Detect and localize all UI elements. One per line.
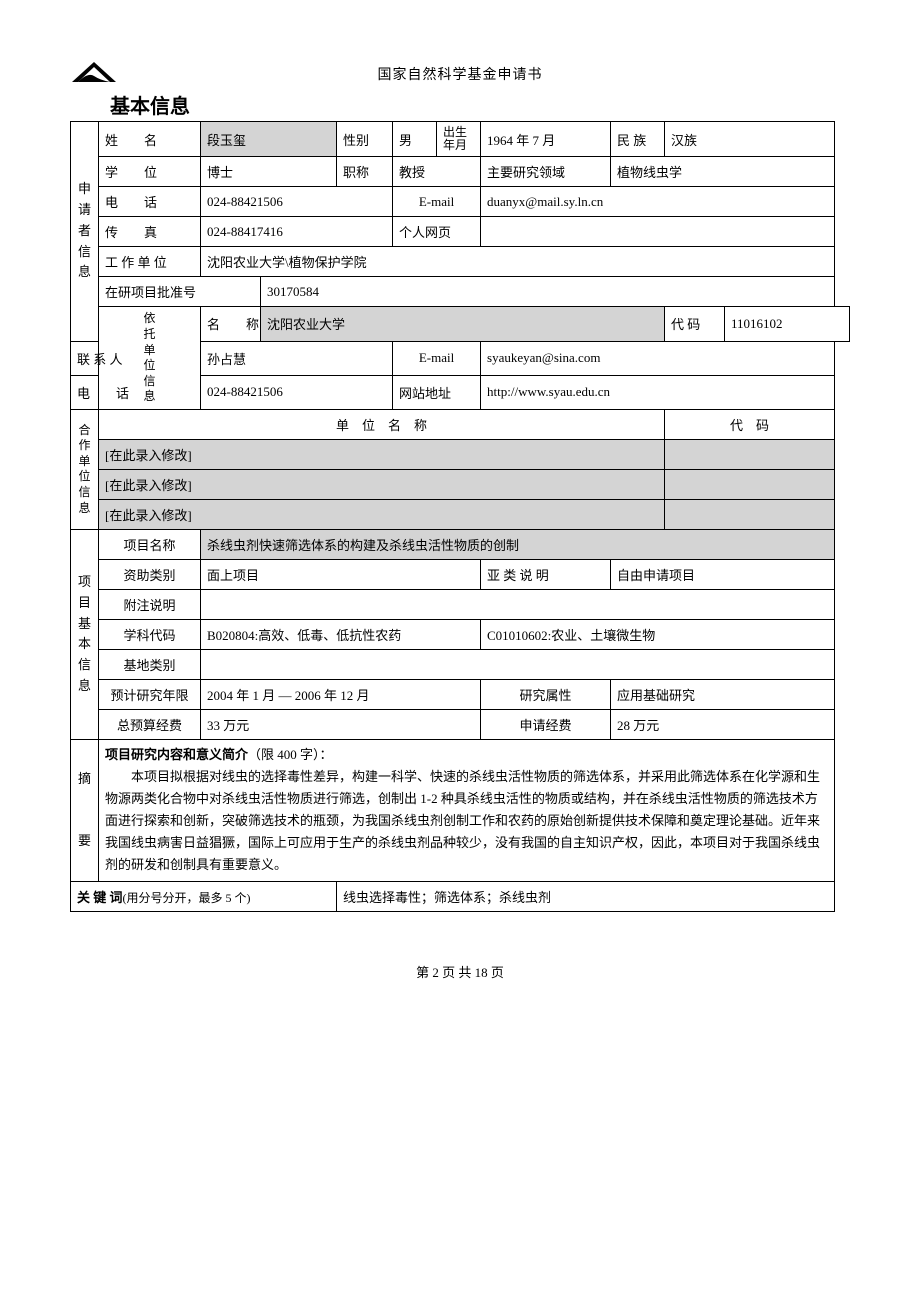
phone-value: 024-88421506 bbox=[201, 187, 393, 217]
host-website-label: 网站地址 bbox=[393, 375, 481, 409]
fund-type-label: 资助类别 bbox=[99, 559, 201, 589]
project-no-label: 在研项目批准号 bbox=[99, 277, 261, 307]
gender-label: 性别 bbox=[337, 122, 393, 157]
email-label: E-mail bbox=[393, 187, 481, 217]
ethnic-label: 民 族 bbox=[611, 122, 665, 157]
fax-label: 传 真 bbox=[99, 217, 201, 247]
host-phone-label: 电 话 bbox=[71, 375, 99, 409]
keywords-label: 关 键 词(用分号分开，最多 5 个) bbox=[71, 881, 337, 911]
coop-row-2-name[interactable]: [在此录入修改] bbox=[99, 469, 665, 499]
logo bbox=[70, 60, 118, 84]
page-header: 国家自然科学基金申请书 bbox=[70, 60, 850, 84]
apply-label: 申请经费 bbox=[481, 709, 611, 739]
degree-value: 博士 bbox=[201, 157, 337, 187]
host-contact-value: 孙占慧 bbox=[201, 341, 393, 375]
keywords-label-bold: 关 键 词 bbox=[77, 890, 123, 905]
duration-value: 2004 年 1 月 — 2006 年 12 月 bbox=[201, 679, 481, 709]
project-name-value: 杀线虫剂快速筛选体系的构建及杀线虫活性物质的创制 bbox=[201, 529, 835, 559]
abstract-limit: （限 400 字）： bbox=[248, 747, 333, 762]
abstract-heading: 项目研究内容和意义简介 bbox=[105, 747, 248, 762]
note-value bbox=[201, 589, 835, 619]
budget-value: 33 万元 bbox=[201, 709, 481, 739]
gender-value: 男 bbox=[393, 122, 437, 157]
field-value: 植物线虫学 bbox=[611, 157, 835, 187]
keywords-value: 线虫选择毒性；筛选体系；杀线虫剂 bbox=[337, 881, 835, 911]
abstract-cell: 项目研究内容和意义简介（限 400 字）： 本项目拟根据对线虫的选择毒性差异，构… bbox=[99, 739, 835, 881]
coop-row-3-code[interactable] bbox=[665, 499, 835, 529]
coop-row-2-code[interactable] bbox=[665, 469, 835, 499]
applicant-group-label: 申请者信息 bbox=[71, 122, 99, 342]
name-label: 姓 名 bbox=[99, 122, 201, 157]
duration-label: 预计研究年限 bbox=[99, 679, 201, 709]
nature-label: 研究属性 bbox=[481, 679, 611, 709]
workunit-label: 工 作 单 位 bbox=[99, 247, 201, 277]
coop-row-1-code[interactable] bbox=[665, 439, 835, 469]
section-title: 基本信息 bbox=[110, 90, 850, 119]
host-name-label: 名 称 bbox=[201, 307, 261, 341]
abstract-group-label: 摘要 bbox=[71, 739, 99, 881]
email-value: duanyx@mail.sy.ln.cn bbox=[481, 187, 835, 217]
title-label: 职称 bbox=[337, 157, 393, 187]
fund-type-value: 面上项目 bbox=[201, 559, 481, 589]
subject-label: 学科代码 bbox=[99, 619, 201, 649]
host-phone-value: 024-88421506 bbox=[201, 375, 393, 409]
subject1-value: B020804:高效、低毒、低抗性农药 bbox=[201, 619, 481, 649]
field-label: 主要研究领域 bbox=[481, 157, 611, 187]
header-title: 国家自然科学基金申请书 bbox=[70, 64, 850, 84]
subject2-value: C01010602:农业、土壤微生物 bbox=[481, 619, 835, 649]
host-code-label: 代 码 bbox=[665, 307, 725, 341]
coop-group-label: 合作单位信息 bbox=[71, 409, 99, 529]
base-value bbox=[201, 649, 835, 679]
note-label: 附注说明 bbox=[99, 589, 201, 619]
coop-row-3-name[interactable]: [在此录入修改] bbox=[99, 499, 665, 529]
host-website-value: http://www.syau.edu.cn bbox=[481, 375, 835, 409]
budget-label: 总预算经费 bbox=[99, 709, 201, 739]
homepage-label: 个人网页 bbox=[393, 217, 481, 247]
host-email-label: E-mail bbox=[393, 341, 481, 375]
apply-value: 28 万元 bbox=[611, 709, 835, 739]
coop-row-1-name[interactable]: [在此录入修改] bbox=[99, 439, 665, 469]
birth-value: 1964 年 7 月 bbox=[481, 122, 611, 157]
coop-unit-header: 单 位 名 称 bbox=[99, 409, 665, 439]
coop-code-header: 代 码 bbox=[665, 409, 835, 439]
project-name-label: 项目名称 bbox=[99, 529, 201, 559]
project-group-label: 项目基本信息 bbox=[71, 529, 99, 739]
fax-value: 024-88417416 bbox=[201, 217, 393, 247]
host-contact-label: 联 系 人 bbox=[71, 341, 99, 375]
host-email-value: syaukeyan@sina.com bbox=[481, 341, 835, 375]
base-label: 基地类别 bbox=[99, 649, 201, 679]
name-value: 段玉玺 bbox=[201, 122, 337, 157]
page-footer: 第 2 页 共 18 页 bbox=[70, 962, 850, 981]
degree-label: 学 位 bbox=[99, 157, 201, 187]
birth-label: 出生年月 bbox=[437, 122, 481, 157]
nature-value: 应用基础研究 bbox=[611, 679, 835, 709]
keywords-label-note: (用分号分开，最多 5 个) bbox=[123, 891, 251, 905]
subtype-value: 自由申请项目 bbox=[611, 559, 835, 589]
phone-label: 电 话 bbox=[99, 187, 201, 217]
host-name-value: 沈阳农业大学 bbox=[261, 307, 665, 341]
host-code-value: 11016102 bbox=[725, 307, 850, 341]
abstract-body: 本项目拟根据对线虫的选择毒性差异，构建一科学、快速的杀线虫活性物质的筛选体系，并… bbox=[105, 766, 828, 876]
subtype-label: 亚 类 说 明 bbox=[481, 559, 611, 589]
workunit-value: 沈阳农业大学\植物保护学院 bbox=[201, 247, 835, 277]
title-value: 教授 bbox=[393, 157, 481, 187]
ethnic-value: 汉族 bbox=[665, 122, 835, 157]
homepage-value bbox=[481, 217, 835, 247]
form-table: 申请者信息 姓 名 段玉玺 性别 男 出生年月 1964 年 7 月 民 族 汉… bbox=[70, 121, 850, 912]
project-no-value: 30170584 bbox=[261, 277, 835, 307]
